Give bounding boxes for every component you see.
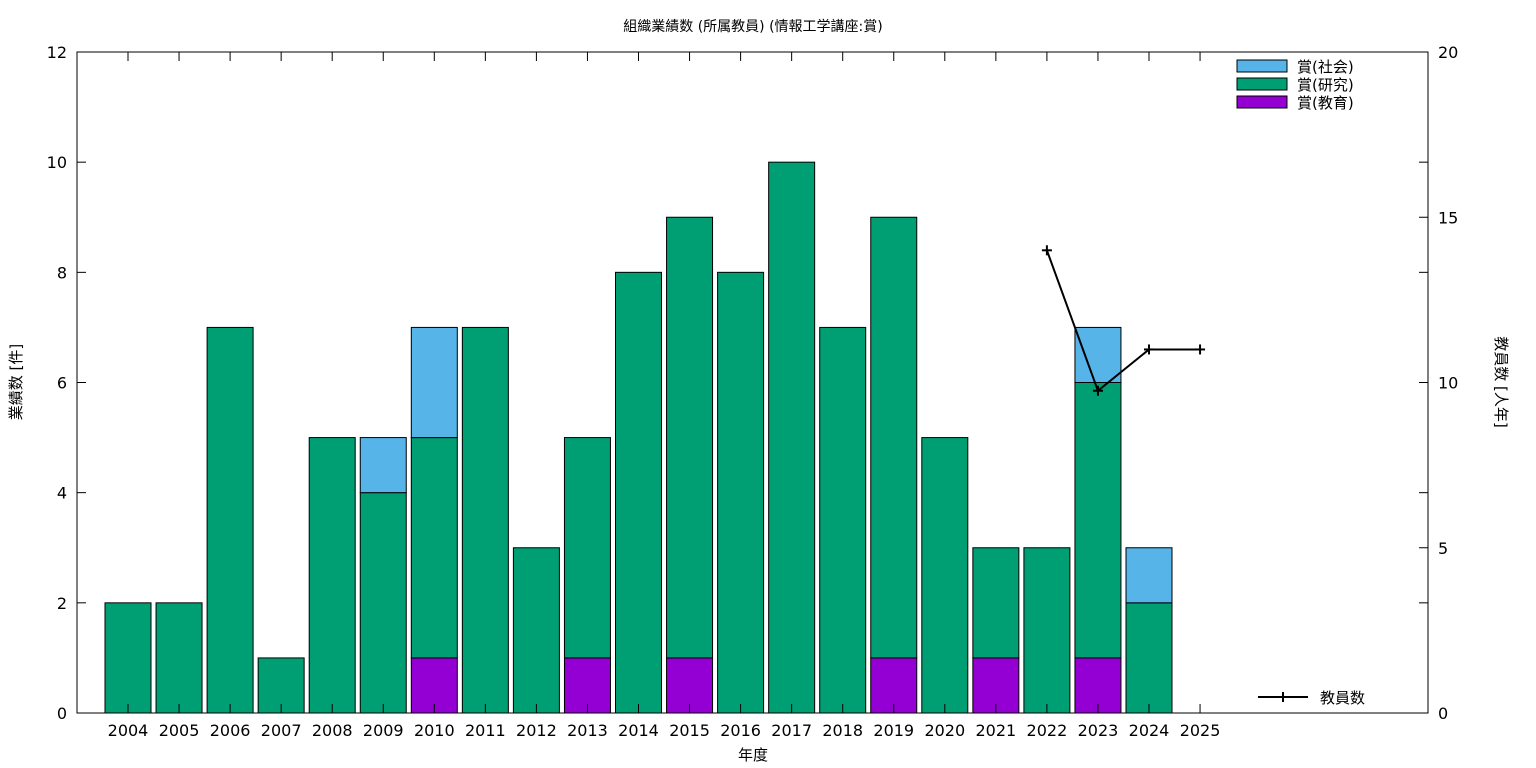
y-tick-label-6: 6 [57, 374, 67, 393]
x-tick-label-2004: 2004 [108, 721, 149, 740]
y-axis-title: 業績数 [件] [7, 344, 25, 420]
x-tick-label-2020: 2020 [924, 721, 965, 740]
legend: 賞(社会)賞(研究)賞(教育) 教員数 [1236, 58, 1365, 707]
bar-2010-series-2 [410, 326, 458, 439]
legend-item-0: 賞(社会) [1236, 58, 1354, 76]
x-tick-label-2009: 2009 [363, 721, 404, 740]
y-tick-label-0: 0 [57, 704, 67, 723]
legend-label: 賞(教育) [1297, 94, 1354, 112]
bar-2011-series-1 [461, 326, 509, 714]
teacher-count-point-2024 [1144, 344, 1154, 355]
bar-2004-series-1 [104, 602, 152, 714]
bar-2010-series-0 [410, 657, 458, 714]
bar-2009-series-1 [359, 492, 407, 714]
y2-tick-label-20: 20 [1438, 43, 1458, 62]
y-tick-label-10: 10 [47, 153, 67, 172]
legend-label: 賞(社会) [1297, 58, 1354, 76]
legend-swatch [1236, 59, 1288, 73]
x-tick-label-2017: 2017 [771, 721, 812, 740]
teacher-count-point-2025 [1195, 344, 1206, 355]
y-tick-label-12: 12 [47, 43, 67, 62]
x-tick-label-2024: 2024 [1129, 721, 1170, 740]
bar-2021-series-0 [972, 657, 1020, 714]
bar-2015-series-1 [666, 216, 714, 659]
x-tick-label-2016: 2016 [720, 721, 761, 740]
y-tick-label-8: 8 [57, 263, 67, 282]
legend-swatch [1236, 77, 1288, 91]
bar-2021-series-1 [972, 547, 1020, 659]
bar-2008-series-1 [308, 437, 356, 714]
legend-label: 賞(研究) [1297, 76, 1354, 94]
legend-label: 教員数 [1320, 689, 1365, 707]
bar-2018-series-1 [819, 326, 867, 714]
y2-tick-label-0: 0 [1438, 704, 1448, 723]
bar-2020-series-1 [921, 437, 969, 714]
bar-2023-series-1 [1074, 382, 1122, 659]
bar-2010-series-1 [410, 437, 458, 659]
bar-2013-series-1 [563, 437, 611, 659]
y2-axis-title: 教員数 [人年] [1492, 336, 1510, 427]
bar-2012-series-1 [512, 547, 560, 714]
legend-item-line: 教員数 [1258, 689, 1365, 707]
y2-tick-label-10: 10 [1438, 374, 1458, 393]
ticks-group: 0 2 4 6 8 10 12 0 5 10 15 20 2004 2005 2006 2007 2008 200… [47, 43, 1459, 740]
bar-2024-series-2 [1125, 547, 1173, 604]
bar-2015-series-0 [666, 657, 714, 714]
bar-2009-series-2 [359, 437, 407, 494]
bars-group [104, 161, 1173, 714]
x-tick-label-2006: 2006 [210, 721, 251, 740]
bar-2022-series-1 [1023, 547, 1071, 714]
x-tick-label-2014: 2014 [618, 721, 659, 740]
bar-2005-series-1 [155, 602, 203, 714]
bar-2014-series-1 [615, 271, 662, 714]
x-tick-label-2021: 2021 [975, 721, 1016, 740]
x-tick-label-2013: 2013 [567, 721, 608, 740]
bar-2016-series-1 [717, 271, 765, 714]
x-tick-label-2005: 2005 [159, 721, 200, 740]
teacher-count-line [1045, 249, 1201, 393]
y-tick-label-4: 4 [57, 484, 67, 503]
bar-2017-series-1 [768, 161, 816, 714]
y-tick-label-2: 2 [57, 594, 67, 613]
legend-item-1: 賞(研究) [1236, 76, 1354, 94]
line-layer [1041, 245, 1206, 396]
teacher-count-point-2023 [1092, 385, 1103, 396]
y2-tick-label-5: 5 [1438, 539, 1448, 558]
x-tick-label-2010: 2010 [414, 721, 455, 740]
bar-2006-series-1 [206, 326, 254, 714]
bar-2023-series-2 [1074, 326, 1122, 384]
x-tick-label-2022: 2022 [1027, 721, 1068, 740]
chart-title: 組織業績数 (所属教員) (情報工学講座:賞) [623, 19, 882, 35]
legend-swatch [1236, 95, 1288, 109]
y2-tick-label-15: 15 [1438, 208, 1458, 227]
teacher-count-point-2022 [1041, 245, 1052, 256]
x-tick-label-2023: 2023 [1078, 721, 1119, 740]
x-axis-title: 年度 [738, 746, 768, 764]
x-tick-label-2007: 2007 [261, 721, 302, 740]
x-tick-label-2015: 2015 [669, 721, 710, 740]
x-tick-label-2019: 2019 [873, 721, 914, 740]
bar-2007-series-1 [257, 657, 305, 714]
legend-item-2: 賞(教育) [1236, 94, 1354, 112]
bar-2019-series-1 [870, 216, 918, 659]
x-tick-label-2011: 2011 [465, 721, 506, 740]
x-tick-label-2025: 2025 [1180, 721, 1221, 740]
x-tick-label-2008: 2008 [312, 721, 353, 740]
bar-2024-series-1 [1125, 602, 1173, 714]
x-tick-label-2012: 2012 [516, 721, 557, 740]
x-tick-label-2018: 2018 [822, 721, 863, 740]
